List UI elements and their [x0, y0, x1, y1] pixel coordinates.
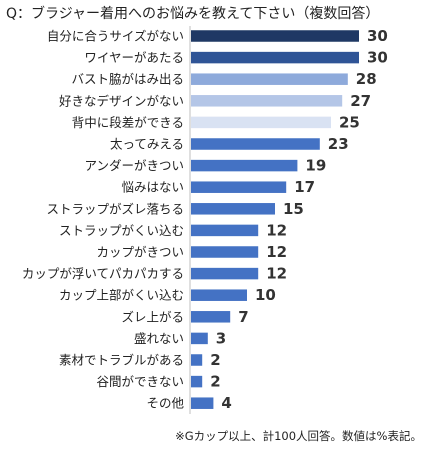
category-label: ワイヤーがあたる	[84, 50, 184, 65]
data-label: 25	[339, 113, 360, 131]
chart-title: Q：ブラジャー着用へのお悩みを教えて下さい（複数回答）	[6, 6, 380, 22]
category-label: ストラップがくい込む	[59, 223, 184, 238]
bar	[191, 95, 343, 107]
data-label: 30	[367, 49, 388, 67]
bar	[191, 267, 259, 280]
data-label: 4	[221, 394, 231, 412]
data-label: 10	[255, 286, 276, 304]
bars-layer: 自分に合うサイズがない 30 ワイヤーがあたる 30 バスト脇がはみ出る 28 好きなデザイ…	[22, 27, 388, 412]
category-label: カップがきつい	[96, 245, 184, 260]
data-label: 12	[266, 243, 287, 261]
bar	[191, 138, 320, 150]
bar	[191, 224, 259, 237]
bar	[191, 73, 348, 85]
footnote: ※Gカップ以上、計100人回答。数値は%表記。	[175, 429, 422, 443]
category-label: カップが浮いてパカパカする	[22, 266, 184, 281]
bar	[191, 203, 275, 215]
category-label: 悩みはない	[121, 180, 184, 195]
bar	[191, 159, 298, 172]
bar	[191, 332, 208, 345]
category-label: アンダーがきつい	[84, 158, 184, 173]
data-label: 2	[210, 351, 220, 369]
category-label: バスト脇がはみ出る	[71, 72, 184, 87]
data-label: 28	[356, 70, 377, 88]
data-label: 27	[350, 92, 371, 110]
data-label: 12	[266, 265, 287, 283]
data-label: 7	[238, 308, 248, 326]
data-label: 2	[210, 373, 220, 391]
bar	[191, 51, 359, 64]
category-label: 背中に段差ができる	[72, 115, 184, 130]
bar	[191, 397, 214, 409]
bar	[191, 354, 203, 366]
bar	[191, 375, 203, 388]
category-label: 谷間ができない	[96, 374, 184, 389]
data-label: 23	[328, 135, 349, 153]
data-label: 30	[367, 27, 388, 45]
category-label: その他	[146, 396, 184, 411]
bar	[191, 181, 287, 193]
data-label: 3	[216, 329, 226, 347]
bar	[191, 311, 231, 323]
category-label: ストラップがズレ落ちる	[46, 201, 184, 216]
category-label: カップ上部がくい込む	[59, 288, 184, 303]
category-label: 太ってみえる	[110, 137, 184, 152]
category-label: 好きなデザインがない	[59, 93, 184, 108]
category-label: 自分に合うサイズがない	[47, 29, 184, 44]
bar	[191, 116, 331, 129]
bar	[191, 246, 259, 258]
category-label: ズレ上がる	[121, 309, 184, 324]
category-label: 盛れない	[134, 331, 184, 346]
category-label: 素材でトラブルがある	[59, 353, 184, 368]
data-label: 17	[294, 178, 315, 196]
bar	[191, 30, 359, 42]
data-label: 15	[283, 200, 304, 218]
data-label: 19	[305, 157, 326, 175]
bar	[191, 289, 247, 301]
data-label: 12	[266, 221, 287, 239]
